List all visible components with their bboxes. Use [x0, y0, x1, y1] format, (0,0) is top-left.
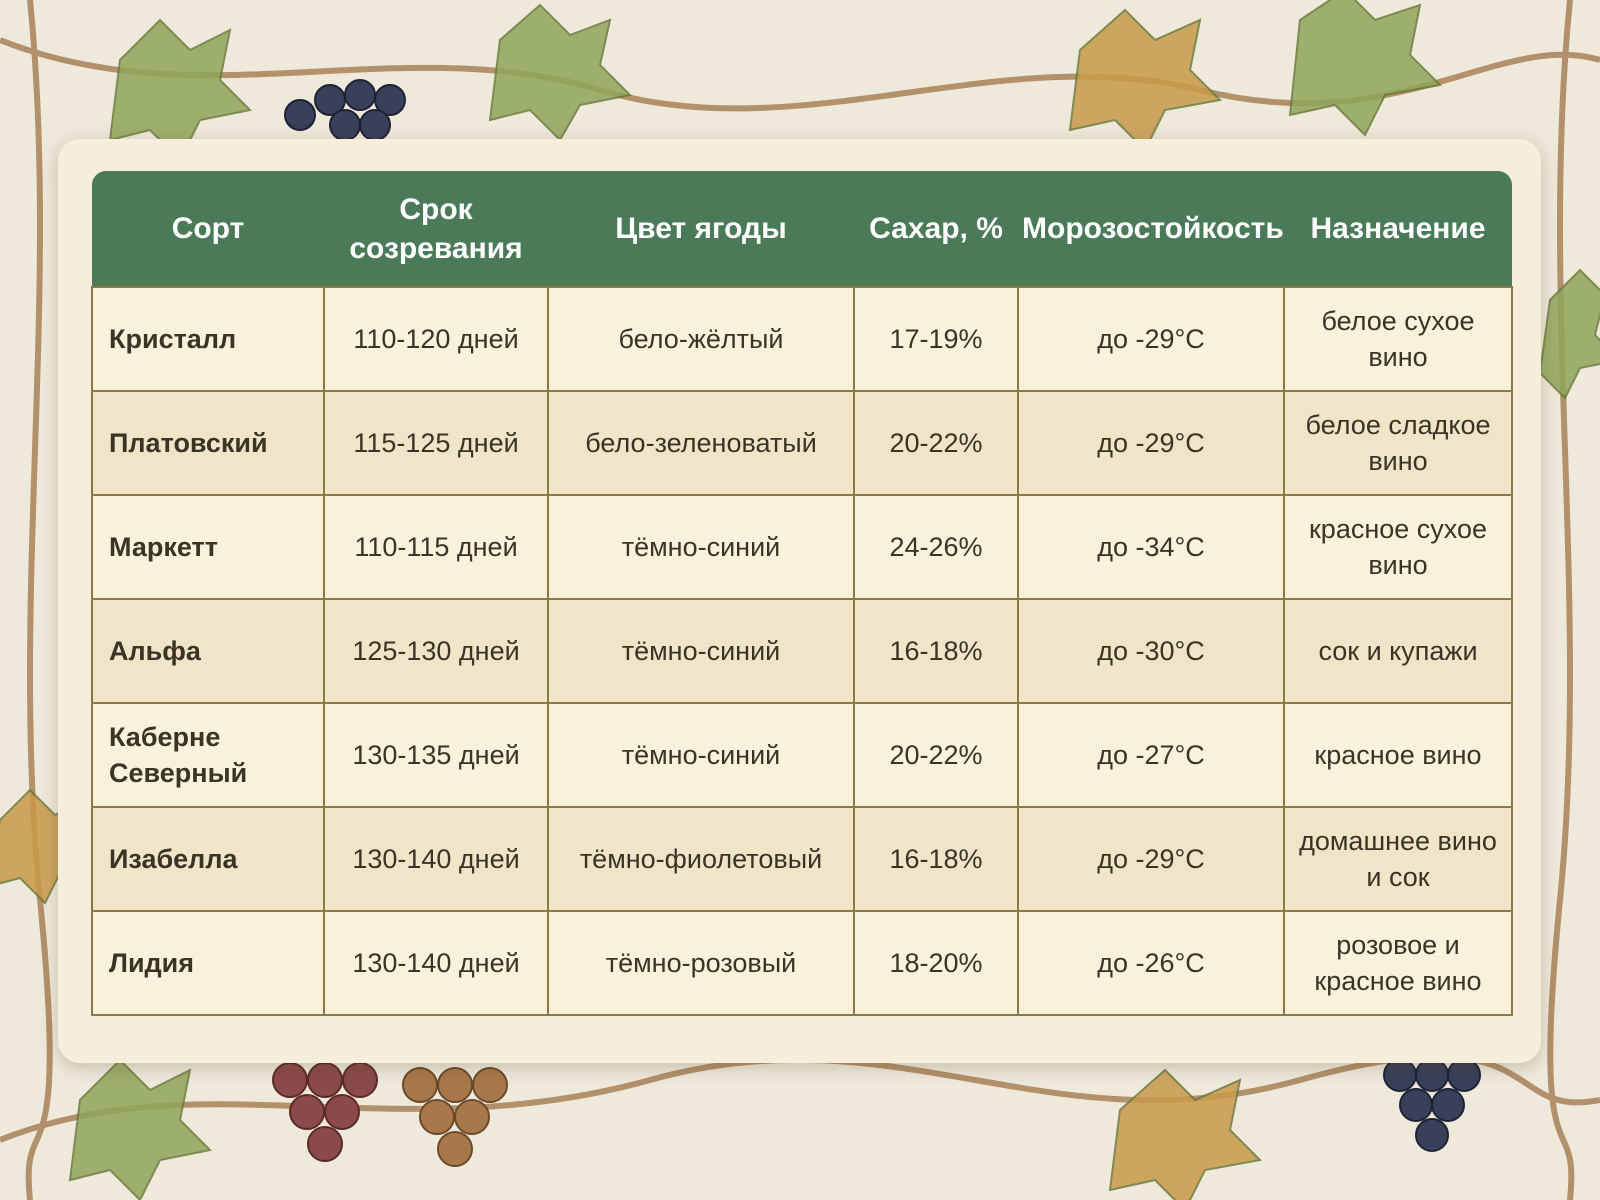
table-cell: красное вино — [1283, 702, 1513, 808]
variety-name: Маркетт — [91, 494, 325, 600]
table-cell: до -26°C — [1017, 910, 1285, 1016]
table-cell: 17-19% — [853, 286, 1019, 392]
variety-name: Каберне Северный — [91, 702, 325, 808]
table-row: Альфа 125-130 дней тёмно-синий 16-18% до -30… — [91, 598, 1513, 704]
column-header: Цвет ягоды — [548, 171, 854, 287]
table-cell: 16-18% — [853, 806, 1019, 912]
table-cell: бело-зеленоватый — [547, 390, 855, 496]
table-cell: красное сухое вино — [1283, 494, 1513, 600]
table-row: Лидия 130-140 дней тёмно-розовый 18-20% до -… — [91, 910, 1513, 1016]
table-row: Каберне Северный 130-135 дней тёмно-синий 2… — [91, 702, 1513, 808]
table-cell: белое сладкое вино — [1283, 390, 1513, 496]
variety-name: Лидия — [91, 910, 325, 1016]
table-cell: 18-20% — [853, 910, 1019, 1016]
table-cell: тёмно-фиолетовый — [547, 806, 855, 912]
table-cell: тёмно-синий — [547, 494, 855, 600]
header-row: Сорт Срок созревания Цвет ягоды Сахар, % Мор… — [92, 171, 1512, 287]
table-row: Маркетт 110-115 дней тёмно-синий 24-26% до -… — [91, 494, 1513, 600]
table-row: Кристалл 110-120 дней бело-жёлтый 17-19% до … — [91, 286, 1513, 392]
table-cell: белое сухое вино — [1283, 286, 1513, 392]
column-header: Назначение — [1284, 171, 1512, 287]
table-cell: 130-135 дней — [323, 702, 549, 808]
variety-name: Изабелла — [91, 806, 325, 912]
table-cell: до -27°C — [1017, 702, 1285, 808]
table-cell: 110-120 дней — [323, 286, 549, 392]
variety-name: Альфа — [91, 598, 325, 704]
table-cell: бело-жёлтый — [547, 286, 855, 392]
table-cell: тёмно-розовый — [547, 910, 855, 1016]
variety-name: Платовский — [91, 390, 325, 496]
table-cell: сок и купажи — [1283, 598, 1513, 704]
table-row: Изабелла 130-140 дней тёмно-фиолетовый 16-1… — [91, 806, 1513, 912]
table-cell: 110-115 дней — [323, 494, 549, 600]
table-cell: до -29°C — [1017, 806, 1285, 912]
table-cell: 130-140 дней — [323, 910, 549, 1016]
table-cell: 125-130 дней — [323, 598, 549, 704]
table-cell: до -29°C — [1017, 286, 1285, 392]
table-cell: тёмно-синий — [547, 702, 855, 808]
variety-name: Кристалл — [91, 286, 325, 392]
column-header: Сахар, % — [854, 171, 1018, 287]
table-cell: до -29°C — [1017, 390, 1285, 496]
table-cell: 20-22% — [853, 702, 1019, 808]
table-row: Платовский 115-125 дней бело-зеленоватый 20… — [91, 390, 1513, 496]
table-cell: до -30°C — [1017, 598, 1285, 704]
table-cell: 24-26% — [853, 494, 1019, 600]
column-header: Срок созревания — [324, 171, 548, 287]
table-cell: 20-22% — [853, 390, 1019, 496]
table-cell: 115-125 дней — [323, 390, 549, 496]
column-header: Морозостойкость — [1018, 171, 1284, 287]
table-cell: розовое и красное вино — [1283, 910, 1513, 1016]
grape-table: Сорт Срок созревания Цвет ягоды Сахар, % Мор… — [91, 171, 1513, 1016]
table-cell: до -34°C — [1017, 494, 1285, 600]
table-cell: тёмно-синий — [547, 598, 855, 704]
table-cell: домашнее вино и сок — [1283, 806, 1513, 912]
column-header: Сорт — [92, 171, 324, 287]
table-cell: 130-140 дней — [323, 806, 549, 912]
table-cell: 16-18% — [853, 598, 1019, 704]
